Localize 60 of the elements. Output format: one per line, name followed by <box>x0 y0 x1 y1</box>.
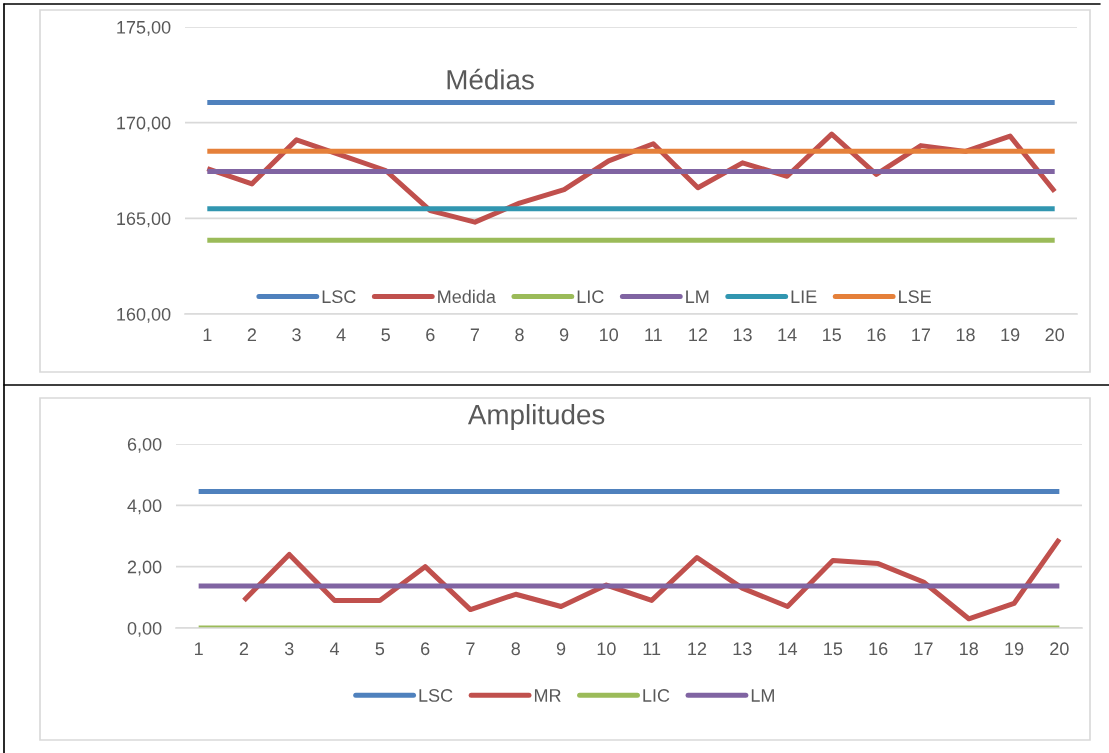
x-tick-label: 2 <box>239 642 249 655</box>
y-tick-label: 0,00 <box>127 621 162 637</box>
x-tick-label: 13 <box>733 328 752 342</box>
legend-label: LIC <box>577 290 604 304</box>
x-tick-label: 14 <box>778 328 797 341</box>
chart-title: Amplitudes <box>467 404 605 430</box>
legend-label: MR <box>534 689 561 702</box>
y-tick-label: 165,00 <box>117 212 171 228</box>
legend-label: LIE <box>791 290 817 303</box>
y-tick-label: 175,00 <box>117 20 171 36</box>
x-tick-label: 4 <box>336 328 346 341</box>
legend-label: LSC <box>419 689 453 702</box>
x-tick-label: 16 <box>867 328 886 342</box>
x-tick-label: 6 <box>421 642 430 656</box>
x-tick-label: 1 <box>203 328 212 341</box>
x-tick-label: 6 <box>426 328 435 342</box>
legend-label: LM <box>751 689 774 702</box>
x-tick-label: 1 <box>195 642 203 655</box>
x-tick-label: 20 <box>1050 642 1069 656</box>
legend-label: Medida <box>438 289 496 304</box>
x-tick-label: 12 <box>689 328 708 341</box>
x-tick-label: 15 <box>823 328 841 342</box>
x-tick-label: 15 <box>824 642 843 656</box>
x-tick-label: 5 <box>375 642 385 656</box>
x-tick-label: 19 <box>1005 642 1024 656</box>
x-tick-label: 19 <box>1001 328 1020 342</box>
x-tick-label: 17 <box>914 642 933 655</box>
x-tick-label: 2 <box>247 328 257 341</box>
x-tick-label: 7 <box>470 328 480 341</box>
x-tick-label: 20 <box>1045 328 1065 342</box>
legend-label: LSC <box>322 290 356 304</box>
x-tick-label: 9 <box>559 328 569 342</box>
x-tick-label: 17 <box>912 328 931 341</box>
y-tick-label: 2,00 <box>127 560 162 576</box>
legend-label: LIC <box>643 689 670 702</box>
x-tick-label: 13 <box>733 642 752 656</box>
y-tick-label: 4,00 <box>127 499 162 515</box>
legend-label: LM <box>686 290 709 303</box>
x-tick-label: 18 <box>960 642 979 656</box>
x-tick-label: 10 <box>600 328 619 342</box>
x-tick-label: 4 <box>329 642 340 655</box>
y-tick-label: 6,00 <box>127 437 162 453</box>
x-tick-label: 10 <box>597 642 616 656</box>
x-tick-label: 12 <box>688 642 707 655</box>
x-tick-label: 8 <box>515 328 524 342</box>
x-tick-label: 7 <box>466 642 475 655</box>
x-tick-label: 11 <box>645 328 662 341</box>
x-tick-label: 16 <box>869 642 888 656</box>
x-tick-label: 18 <box>956 328 975 342</box>
y-tick-label: 160,00 <box>117 307 171 323</box>
y-tick-label: 170,00 <box>117 116 171 132</box>
x-tick-label: 3 <box>284 642 294 656</box>
x-tick-label: 8 <box>511 642 520 656</box>
x-tick-label: 5 <box>381 328 390 342</box>
x-tick-label: 3 <box>292 328 301 342</box>
legend-label: LSE <box>899 290 931 304</box>
x-tick-label: 11 <box>643 642 661 655</box>
x-tick-label: 14 <box>778 642 798 655</box>
text: Médias <box>447 68 534 90</box>
x-tick-label: 9 <box>556 642 566 656</box>
